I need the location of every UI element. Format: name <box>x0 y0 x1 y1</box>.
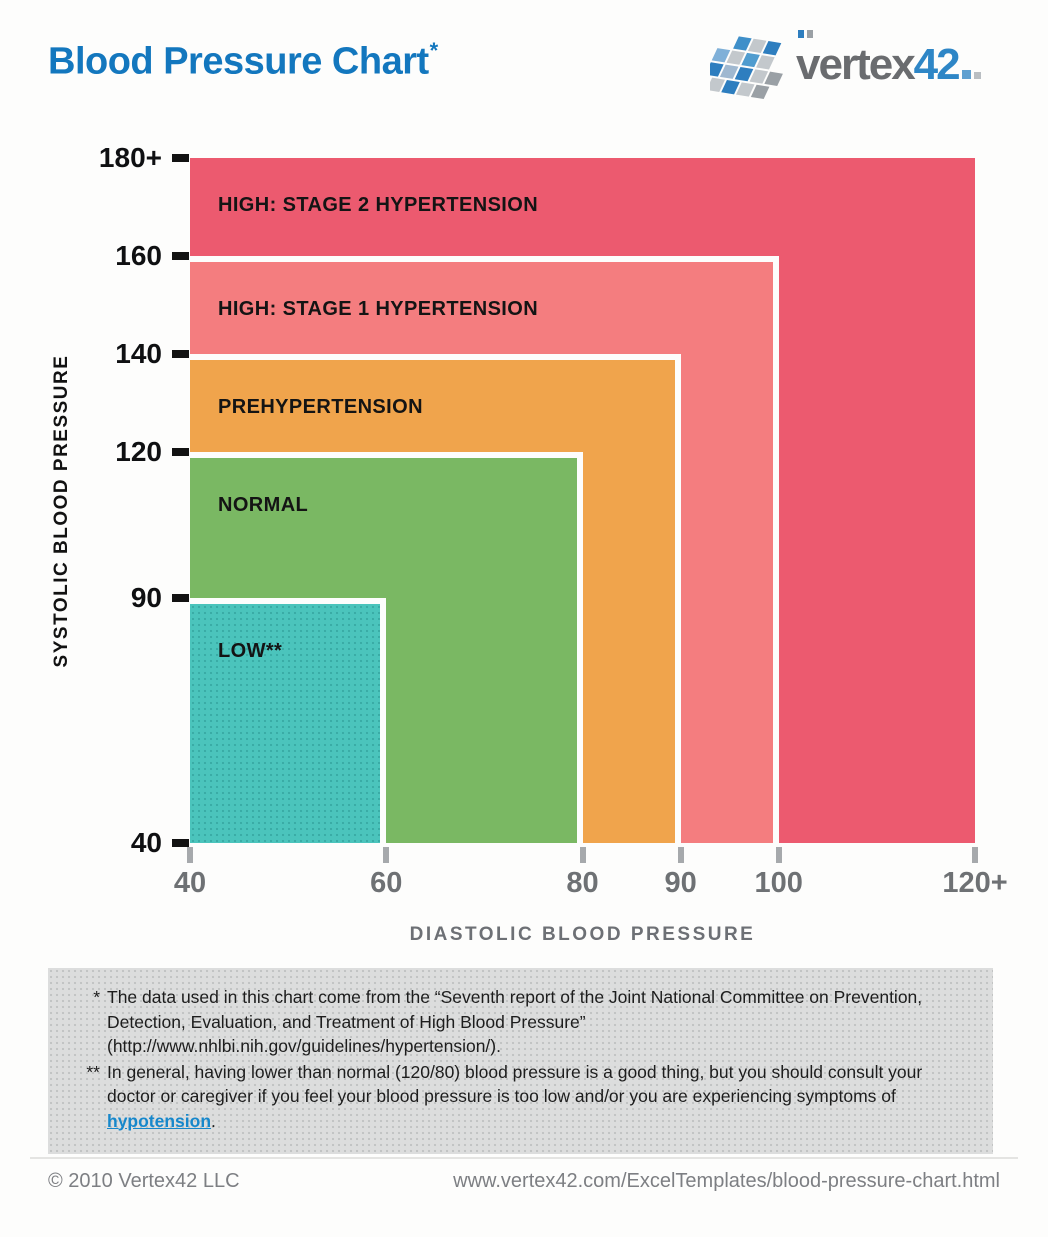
vertex42-logo: vertex42 <box>710 28 1000 102</box>
y-tick-label: 120 <box>115 435 162 467</box>
x-tick-label: 100 <box>754 867 803 899</box>
footnote-text: The data used in this chart come from th… <box>107 985 967 1059</box>
footnote-text: In general, having lower than normal (12… <box>107 1060 967 1134</box>
x-tick-label: 40 <box>173 867 207 899</box>
y-tick-label: 140 <box>115 337 162 369</box>
region-label: PREHYPERTENSION <box>218 395 423 418</box>
x-tick-label: 90 <box>664 867 697 899</box>
title-footnote-asterisk: * <box>429 38 439 63</box>
y-tick-mark <box>172 839 189 847</box>
vertex42-logo-text: vertex42 <box>796 36 981 94</box>
hypotension-link[interactable]: hypotension <box>107 1110 212 1131</box>
x-tick-mark <box>187 847 193 863</box>
y-tick-label: 40 <box>130 827 162 858</box>
footnote-source-url: (http://www.nhlbi.nih.gov/guidelines/hyp… <box>107 1036 501 1056</box>
x-tick-mark <box>972 847 978 863</box>
x-tick-label: 80 <box>566 867 599 899</box>
logo-trailing-dot <box>961 70 971 79</box>
x-axis: 40 60 80 90 100 120+ <box>174 843 1008 933</box>
footnote-marker: ** <box>86 1061 100 1082</box>
footnote-body: The data used in this chart come from th… <box>107 987 923 1032</box>
footer: © 2010 Vertex42 LLC www.vertex42.com/Exc… <box>48 1170 1000 1193</box>
footnote-suffix: . <box>211 1110 216 1131</box>
page-title-text: Blood Pressure Chart <box>48 40 429 83</box>
logo-brand-number: 42 <box>913 40 961 89</box>
copyright-text: © 2010 Vertex42 LLC <box>48 1170 240 1192</box>
footer-divider <box>30 1157 1018 1159</box>
footnote-body: In general, having lower than normal (12… <box>107 1061 923 1107</box>
y-tick-mark <box>172 349 189 358</box>
x-tick-label: 120+ <box>942 867 1008 899</box>
logo-accent-dot <box>798 30 804 38</box>
logo-accent-dot <box>807 30 813 38</box>
logo-trailing-dot <box>973 72 981 79</box>
footnotes-box: * The data used in this chart come from … <box>48 968 993 1154</box>
region-label: NORMAL <box>218 493 309 516</box>
region-low: LOW** <box>190 598 387 843</box>
y-tick-label: 180+ <box>98 142 162 173</box>
y-tick-mark <box>172 594 189 603</box>
logo-brand: vertex <box>796 40 916 89</box>
x-tick-mark <box>579 847 586 863</box>
y-axis: 180+ 160 140 120 90 40 <box>0 142 190 858</box>
footnote-low-bp: ** In general, having lower than normal … <box>48 1060 967 1134</box>
x-tick-mark <box>775 847 782 863</box>
y-tick-mark <box>172 251 189 260</box>
region-label: HIGH: STAGE 1 HYPERTENSION <box>218 297 539 320</box>
footnote-data-source: * The data used in this chart come from … <box>48 985 967 1059</box>
y-tick-mark <box>172 154 189 162</box>
x-axis-title: DIASTOLIC BLOOD PRESSURE <box>409 924 756 945</box>
vertex42-logo-mosaic-icon <box>710 36 783 100</box>
y-tick-label: 160 <box>115 239 162 271</box>
y-tick-label: 90 <box>130 582 162 614</box>
footnote-marker: * <box>93 987 100 1007</box>
x-tick-mark <box>677 847 684 863</box>
region-label: HIGH: STAGE 2 HYPERTENSION <box>218 194 539 216</box>
footer-url-link[interactable]: www.vertex42.com/ExcelTemplates/blood-pr… <box>453 1170 1000 1192</box>
x-tick-label: 60 <box>370 867 403 899</box>
page-title: Blood Pressure Chart* <box>48 38 439 84</box>
y-tick-mark <box>172 447 189 456</box>
x-tick-mark <box>383 847 390 863</box>
blood-pressure-plot: HIGH: STAGE 2 HYPERTENSION HIGH: STAGE 1… <box>190 158 975 843</box>
region-label: LOW** <box>218 640 283 663</box>
